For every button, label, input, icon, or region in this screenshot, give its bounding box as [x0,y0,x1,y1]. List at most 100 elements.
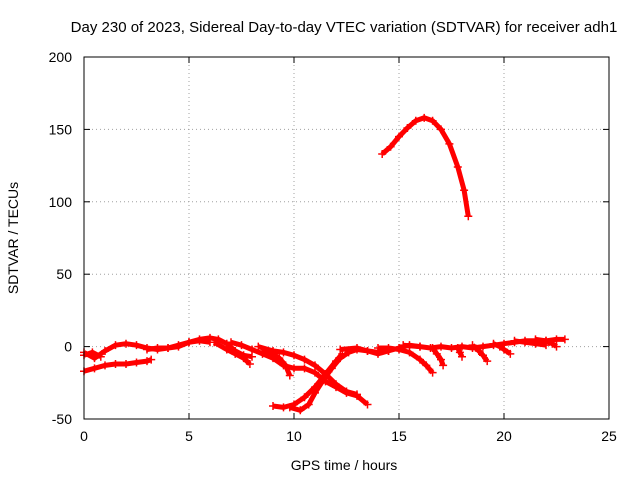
data-point [395,345,403,354]
data-point [560,335,569,344]
data-point [237,341,246,350]
data-point [300,355,309,364]
data-point [378,150,387,159]
data-point [300,393,309,402]
data-point [164,344,172,353]
data-point [231,349,240,358]
data-point [290,351,298,360]
series-arc-20 [531,335,561,351]
data-point [132,341,141,350]
data-point [248,345,256,354]
data-point [479,351,487,360]
data-point [521,338,529,347]
data-point [290,364,298,373]
data-point [195,336,204,345]
data-point [111,341,120,350]
data-point [416,342,424,351]
data-point [269,401,277,410]
data-point [353,344,361,353]
data-point [185,338,193,347]
data-point [143,357,151,366]
series-line [380,115,471,217]
series-arc-18 [489,339,515,358]
y-axis: -50 0 50 100 150 200 [49,49,609,427]
data-point [311,361,319,370]
data-point [439,361,448,370]
y-axis-label: SDTVAR / TECUs [5,182,21,294]
data-point [222,345,231,354]
data-point [239,354,248,363]
data-point [304,400,313,409]
series-line [470,343,490,363]
y-tick-label: 150 [49,121,73,137]
series-arc-11 [336,344,393,357]
series-arc-5 [210,338,254,368]
grid [84,57,609,419]
series-arc-4 [143,336,214,354]
data-point [506,349,515,358]
data-point [90,364,99,373]
data-point [227,338,235,347]
data-point [437,125,445,134]
data-point [132,358,141,367]
data-point [384,344,393,353]
x-axis-label: GPS time / hours [291,457,398,473]
data-point [363,400,372,409]
data-point [386,142,395,151]
data-point [437,342,445,351]
data-series-group [80,113,569,415]
data-point [296,406,305,415]
data-point [101,346,109,355]
y-tick-label: 50 [56,266,72,282]
data-point [464,212,473,221]
data-point [336,345,345,354]
data-point [458,352,466,361]
data-point [445,139,454,148]
data-point [420,113,429,122]
x-axis: 0 5 10 15 20 25 [80,57,617,444]
data-point [275,354,284,363]
data-point [153,344,162,353]
data-point [428,116,437,125]
data-point [336,354,345,363]
data-point [311,368,319,377]
data-point [548,339,557,348]
data-point [285,403,294,412]
data-point [479,342,487,351]
series-line [257,344,358,397]
data-point [342,387,351,396]
series-arc-13 [378,113,473,221]
data-point [428,344,437,353]
data-point [96,352,105,361]
data-point [411,116,420,125]
data-point [422,361,431,370]
data-point [300,364,309,373]
data-point [332,380,340,389]
data-point [468,341,477,350]
data-point [403,123,412,132]
x-tick-label: 5 [185,428,193,444]
series-arc-17 [468,341,492,366]
x-tick-label: 15 [391,428,407,444]
chart-title: Day 230 of 2023, Sidereal Day-to-day VTE… [71,19,618,36]
data-point [174,341,183,350]
data-point [311,388,319,397]
plot-frame [83,56,610,420]
x-tick-label: 0 [80,428,88,444]
data-point [248,352,256,361]
data-point [353,390,361,399]
data-point [405,348,414,357]
data-point [122,339,130,348]
data-point [489,339,498,348]
data-point [460,186,469,195]
data-point [437,355,445,364]
series-line [535,336,558,349]
y-tick-label: 100 [49,194,73,210]
data-point [143,345,151,354]
series-line [514,338,547,348]
data-point [552,335,561,344]
data-point [147,355,156,364]
data-point [101,361,109,370]
data-point [279,348,288,357]
data-point [245,359,254,368]
